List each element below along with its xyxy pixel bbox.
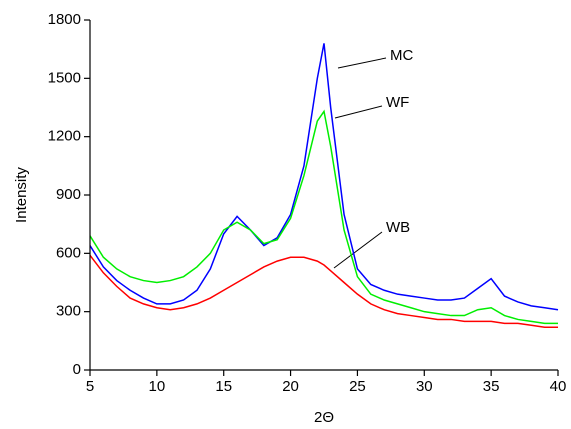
x-tick-label: 30 (416, 378, 433, 395)
x-tick-label: 5 (86, 378, 94, 395)
y-tick-label: 300 (56, 303, 81, 320)
data-line (89, 254, 558, 328)
x-tick-label: 10 (149, 378, 166, 395)
annotation: WF (386, 94, 409, 111)
x-tick-label: 15 (215, 378, 232, 395)
x-tick-label: 40 (550, 378, 567, 395)
annotations: MC WF WB (333, 47, 413, 269)
x-tick-label: 20 (282, 378, 299, 395)
y-tick-label: 0 (73, 361, 81, 378)
y-tick-label: 1500 (48, 69, 81, 86)
y-tick-label: 1800 (48, 11, 81, 28)
y-tick-label: 600 (56, 244, 81, 261)
annotation: MC (390, 47, 413, 64)
y-axis-label: Intensity (13, 167, 30, 223)
y-tick-label: 900 (56, 186, 81, 203)
y-tick-label: 1200 (48, 128, 81, 145)
x-axis-label: 2Θ (314, 409, 334, 426)
x-tick-label: 35 (483, 378, 500, 395)
leader-line (337, 57, 387, 69)
x-tick-label: 25 (349, 378, 366, 395)
leader-line (333, 231, 383, 269)
leader-line (334, 105, 383, 119)
data-line (89, 43, 559, 311)
data-line (89, 109, 558, 325)
annotation: WB (386, 219, 410, 236)
